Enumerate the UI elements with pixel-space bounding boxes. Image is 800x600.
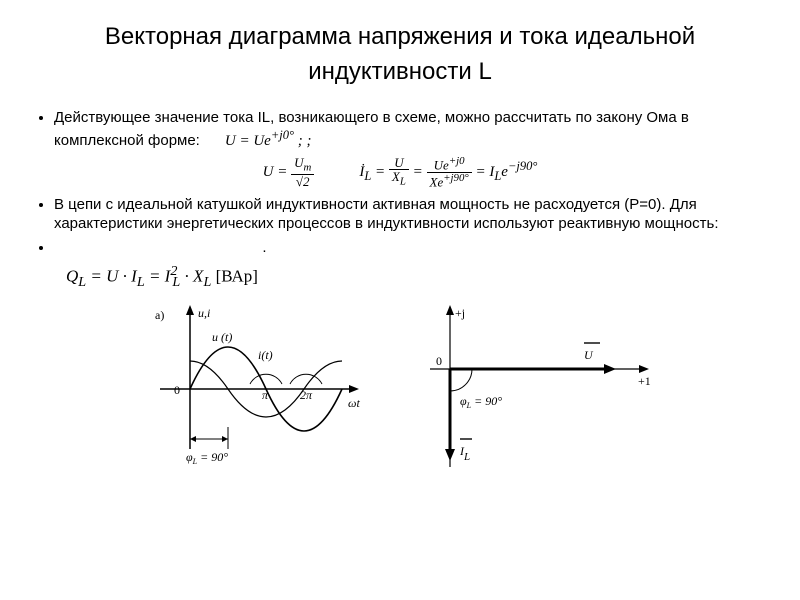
j-axis-arrow-icon bbox=[446, 305, 454, 315]
phi-left-arrow-icon bbox=[190, 436, 196, 442]
q-rest2-sub: L bbox=[172, 274, 180, 290]
label-it: i(t) bbox=[258, 348, 273, 362]
angle-arc bbox=[450, 369, 472, 391]
q-rest3: · X bbox=[185, 267, 204, 286]
u-rms-frac: Um √2 bbox=[291, 156, 314, 189]
formula-row-main: U = Um √2 İL = U XL = Ue+j0 Xe+j90° = IL… bbox=[30, 156, 770, 189]
il-e-exp: e bbox=[501, 164, 508, 180]
label-phi-r: φL = 90° bbox=[460, 394, 502, 410]
u-vector-arrow-icon bbox=[604, 364, 616, 374]
eq3: = bbox=[475, 164, 489, 180]
u-rms-lhs: U = bbox=[263, 164, 288, 180]
label-phi: φL = 90° bbox=[186, 450, 228, 466]
q-rest: = U · I bbox=[90, 267, 136, 286]
xe-den-exp: +j90° bbox=[443, 172, 468, 184]
bullet-3: . . bbox=[54, 238, 770, 258]
vector-svg: +j +1 0 U IL φL = 90° bbox=[400, 299, 660, 479]
frac-ue-xe: Ue+j0 Xe+j90° bbox=[427, 156, 472, 189]
il-vector-arrow-icon bbox=[445, 449, 455, 461]
il-e-exp-sup: −j90° bbox=[508, 159, 537, 173]
q-rest-sub: L bbox=[137, 274, 145, 290]
label-wt: ωt bbox=[348, 396, 360, 410]
label-i-bar: IL bbox=[459, 444, 470, 463]
bullet-3-dot: . bbox=[262, 239, 266, 256]
ue-num-exp: +j0 bbox=[449, 155, 465, 167]
formula-u-rms: U = Um √2 bbox=[263, 164, 318, 180]
bullet-list: Действующее значение тока IL, возникающе… bbox=[30, 108, 770, 152]
vector-diagram: +j +1 0 U IL φL = 90° bbox=[400, 299, 660, 479]
eq1: = bbox=[375, 164, 389, 180]
x-axis-arrow-icon bbox=[349, 385, 359, 393]
q-rest3-sub: L bbox=[203, 274, 211, 290]
u-rms-num-sub: m bbox=[303, 161, 311, 173]
u-complex-base: U = Ue bbox=[225, 133, 271, 149]
u-rms-den: √2 bbox=[291, 175, 314, 189]
u-xl-den: X bbox=[392, 169, 400, 184]
q-rest2: = I bbox=[149, 267, 170, 286]
bullet-1: Действующее значение тока IL, возникающе… bbox=[54, 108, 770, 152]
label-plus-j: +j bbox=[455, 306, 465, 320]
pi-arc bbox=[250, 374, 282, 384]
xe-den: Xe bbox=[430, 174, 444, 189]
page-title: Векторная диаграмма напряжения и тока ид… bbox=[30, 20, 770, 90]
bullet-2: В цепи с идеальной катушкой индуктивност… bbox=[54, 195, 770, 234]
sine-svg: а) u,i u (t) i(t) 0 π 2π ωt φL = 90° bbox=[140, 299, 370, 479]
diagrams-row: а) u,i u (t) i(t) 0 π 2π ωt φL = 90° bbox=[30, 299, 770, 479]
sine-diagram: а) u,i u (t) i(t) 0 π 2π ωt φL = 90° bbox=[140, 299, 370, 479]
label-ut: u (t) bbox=[212, 330, 232, 344]
formula-il: İL = U XL = Ue+j0 Xe+j90° = ILe−j90° bbox=[359, 164, 537, 180]
label-plus-1: +1 bbox=[638, 374, 651, 388]
bullet-1-text: Действующее значение тока IL, возникающе… bbox=[54, 109, 689, 150]
real-axis-arrow-icon bbox=[639, 365, 649, 373]
label-u-bar: U bbox=[584, 348, 594, 362]
label-zero: 0 bbox=[174, 383, 180, 397]
u-xl-den-sub: L bbox=[400, 176, 406, 188]
label-pi: π bbox=[262, 388, 269, 402]
q-units: [ВАр] bbox=[216, 267, 258, 286]
semicolons: ; ; bbox=[298, 133, 312, 149]
label-2pi: 2π bbox=[300, 388, 313, 402]
label-ui: u,i bbox=[198, 306, 210, 320]
i-sub: L bbox=[364, 169, 371, 183]
bullet-list-2: В цепи с идеальной катушкой индуктивност… bbox=[30, 195, 770, 258]
q-sub: L bbox=[78, 274, 86, 290]
q-sym: Q bbox=[66, 267, 78, 286]
u-complex-exp: +j0° bbox=[271, 128, 294, 142]
slide-root: Векторная диаграмма напряжения и тока ид… bbox=[0, 0, 800, 499]
label-zero-r: 0 bbox=[436, 354, 442, 368]
two-pi-arc bbox=[290, 374, 322, 384]
formula-q: QL = U · IL = I2L · XL [ВАр] bbox=[66, 263, 770, 291]
formula-u-complex: U = Ue+j0° ; ; bbox=[225, 133, 312, 149]
phi-right-arrow-icon bbox=[222, 436, 228, 442]
u-xl-num: U bbox=[389, 156, 409, 171]
eq2: = bbox=[413, 164, 427, 180]
frac-u-xl: U XL bbox=[389, 156, 409, 189]
ue-num: Ue bbox=[434, 157, 449, 172]
y-axis-arrow-icon bbox=[186, 305, 194, 315]
label-a: а) bbox=[155, 308, 164, 322]
